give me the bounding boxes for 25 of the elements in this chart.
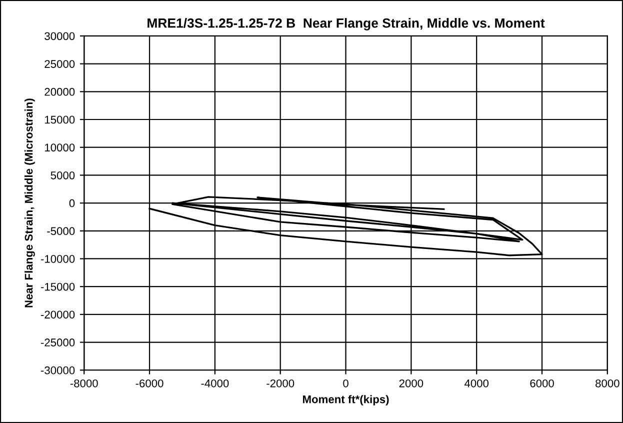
- y-tick-label: -15000: [40, 282, 75, 291]
- y-tick-label: 15000: [45, 116, 75, 124]
- chart-title: MRE1/3S-1.25-1.25-72 B Near Flange Strain, Middle vs. Moment: [148, 18, 545, 30]
- y-tick-label: 5000: [50, 171, 75, 180]
- x-tick-label: -8000: [70, 379, 98, 388]
- x-tick-label: 4000: [464, 379, 489, 388]
- y-tick-label: -10000: [40, 255, 75, 263]
- x-tick-label: -2000: [266, 379, 294, 388]
- y-tick-label: -30000: [40, 366, 75, 374]
- x-tick-label: 8000: [596, 379, 620, 388]
- x-tick-label: 6000: [530, 379, 554, 388]
- y-tick-label: 30000: [44, 32, 75, 40]
- x-axis-title: Moment ft*(kips): [302, 395, 389, 406]
- y-tick-label: 25000: [44, 60, 75, 68]
- y-tick-label: -5000: [47, 227, 75, 236]
- y-tick-label: 10000: [45, 144, 75, 152]
- y-tick-label: 20000: [44, 88, 75, 96]
- y-tick-label: -20000: [40, 310, 75, 319]
- y-axis-title: Near Flange Strain, Middle (Microstrain): [24, 98, 35, 308]
- x-tick-label: -6000: [136, 379, 164, 388]
- x-tick-label: 2000: [399, 379, 424, 388]
- x-tick-label: -4000: [201, 379, 229, 388]
- y-tick-label: -25000: [40, 338, 75, 346]
- x-tick-label: 0: [343, 379, 348, 388]
- y-tick-label: 0: [69, 199, 75, 208]
